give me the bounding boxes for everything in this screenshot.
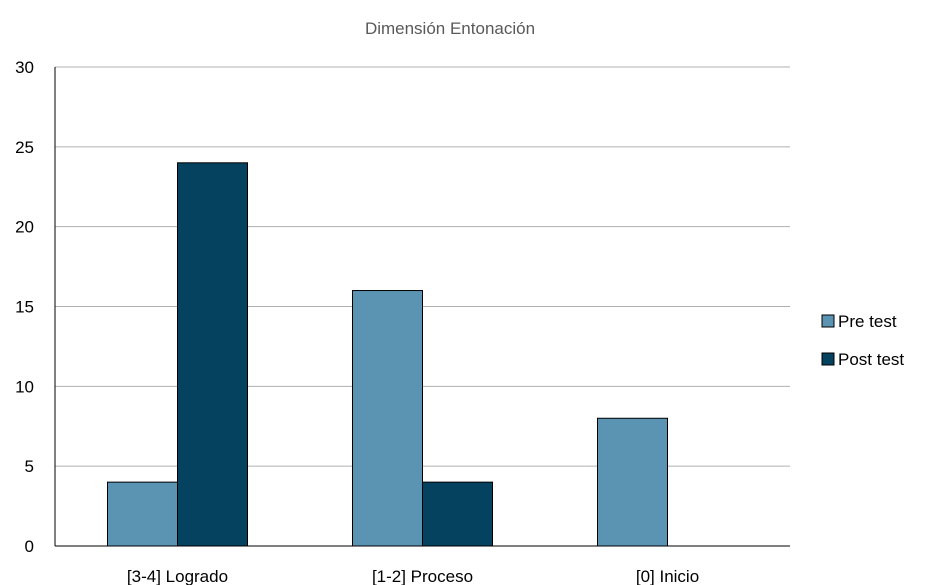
- axes: [54, 67, 790, 547]
- y-tick-label: 5: [25, 457, 34, 476]
- y-tick-label: 30: [15, 58, 34, 77]
- x-category-label: [3-4] Logrado: [127, 567, 228, 585]
- y-axis-ticks: 0 5 10 15 20 25 30: [15, 58, 34, 556]
- bar-pre-test-2: [352, 290, 423, 547]
- legend-swatch: [821, 314, 835, 328]
- y-tick-label: 15: [15, 298, 34, 317]
- bar-pre-test-3: [597, 417, 668, 547]
- legend-label: Post test: [838, 350, 904, 369]
- legend: Pre test Post test: [821, 312, 904, 369]
- x-category-label: [0] Inicio: [636, 567, 699, 585]
- legend-swatch: [821, 352, 835, 366]
- legend-label: Pre test: [838, 312, 897, 331]
- x-axis-categories: [3-4] Logrado [1-2] Proceso [0] Inicio: [127, 567, 699, 585]
- y-tick-label: 25: [15, 138, 34, 157]
- bars: [107, 162, 668, 547]
- x-category-label: [1-2] Proceso: [372, 567, 473, 585]
- bar-post-test-1: [177, 162, 248, 547]
- bar-post-test-2: [422, 481, 493, 547]
- chart-title: Dimensión Entonación: [365, 19, 535, 38]
- y-tick-label: 0: [25, 537, 34, 556]
- y-tick-label: 10: [15, 377, 34, 396]
- y-tick-label: 20: [15, 218, 34, 237]
- bar-pre-test-1: [107, 481, 178, 547]
